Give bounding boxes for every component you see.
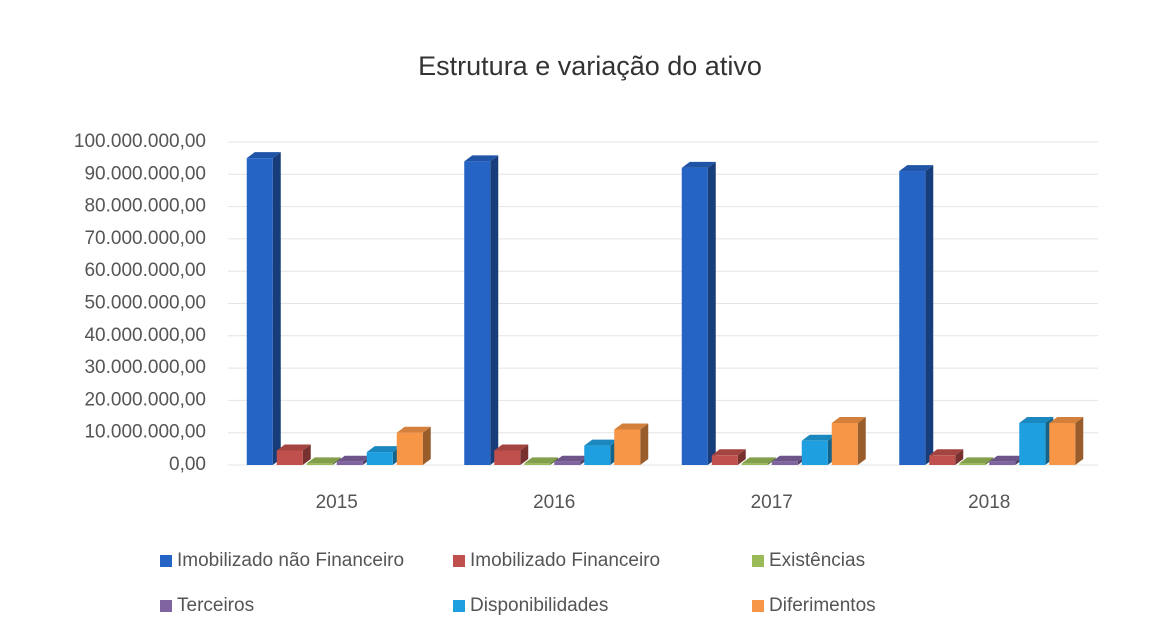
y-tick-label: 30.000.000,00	[84, 357, 206, 378]
bar-top	[396, 426, 431, 433]
bar	[524, 463, 551, 465]
bar	[1019, 423, 1046, 465]
bar-top	[771, 455, 806, 462]
y-tick-label: 90.000.000,00	[84, 163, 206, 184]
y-tick-label: 60.000.000,00	[84, 260, 206, 281]
bar-top	[246, 152, 281, 159]
bar	[899, 171, 926, 465]
bar-side	[550, 457, 559, 465]
bar	[989, 461, 1016, 465]
bar-side	[1075, 417, 1084, 465]
bar	[554, 461, 581, 465]
bar	[584, 445, 611, 465]
bar-top	[554, 455, 589, 462]
bar	[771, 461, 798, 465]
bar-top	[831, 417, 866, 424]
legend-label: Diferimentos	[769, 595, 876, 616]
bar-side	[640, 423, 649, 465]
chart-title: Estrutura e variação do ativo	[418, 51, 762, 81]
bar-top	[524, 457, 559, 464]
bar-top	[929, 449, 964, 456]
legend-label: Imobilizado não Financeiro	[177, 550, 404, 571]
bar	[494, 450, 521, 465]
bar-side	[737, 449, 746, 465]
bar	[741, 463, 768, 465]
legend-label: Existências	[769, 550, 865, 571]
legend-label: Imobilizado Financeiro	[470, 550, 660, 571]
bar	[831, 423, 858, 465]
bar	[614, 429, 641, 465]
bar	[929, 455, 956, 465]
bar-top	[1019, 417, 1054, 424]
bar-top	[801, 434, 836, 441]
bar	[276, 450, 303, 465]
legend-swatch	[453, 555, 465, 567]
bar-side	[955, 449, 964, 465]
bar-side	[332, 457, 341, 465]
x-tick-label: 2018	[968, 492, 1010, 513]
y-tick-label: 50.000.000,00	[84, 293, 206, 314]
bar-side	[422, 426, 431, 465]
bar	[959, 463, 986, 465]
bar	[801, 440, 828, 465]
bar-top	[464, 155, 499, 162]
bar-top	[899, 165, 934, 172]
bar	[336, 461, 363, 465]
legend-swatch	[752, 555, 764, 567]
bar-top	[741, 457, 776, 464]
y-tick-label: 0,00	[169, 454, 206, 475]
bar	[681, 167, 708, 465]
bar-top	[1049, 417, 1084, 424]
bar	[246, 158, 273, 465]
bar-side	[520, 444, 529, 465]
bar-side	[925, 165, 934, 465]
legend-swatch	[160, 555, 172, 567]
bar	[366, 452, 393, 465]
bar	[711, 455, 738, 465]
legend-label: Terceiros	[177, 595, 254, 616]
bar	[1049, 423, 1076, 465]
bar-side	[985, 457, 994, 465]
y-tick-label: 40.000.000,00	[84, 325, 206, 346]
bar-top	[989, 455, 1024, 462]
legend-swatch	[752, 600, 764, 612]
legend-swatch	[160, 600, 172, 612]
x-tick-label: 2017	[751, 492, 793, 513]
bar-side	[302, 444, 311, 465]
y-tick-label: 70.000.000,00	[84, 228, 206, 249]
bar-top	[366, 446, 401, 453]
bar-top	[276, 444, 311, 451]
bar-top	[959, 457, 994, 464]
bar-side	[490, 155, 499, 465]
bar-top	[711, 449, 746, 456]
y-tick-label: 20.000.000,00	[84, 389, 206, 410]
bar	[306, 463, 333, 465]
bar-top	[584, 439, 619, 446]
x-tick-label: 2015	[316, 492, 358, 513]
bar-top	[494, 444, 529, 451]
bar	[464, 161, 491, 465]
x-tick-label: 2016	[533, 492, 575, 513]
bar-top	[306, 457, 341, 464]
y-tick-label: 100.000.000,00	[74, 131, 206, 152]
bar-top	[614, 423, 649, 430]
bar-top	[336, 455, 371, 462]
y-tick-label: 10.000.000,00	[84, 422, 206, 443]
legend-swatch	[453, 600, 465, 612]
bar-side	[272, 152, 281, 465]
bar-side	[767, 457, 776, 465]
bar-side	[857, 417, 866, 465]
bar-side	[707, 161, 716, 465]
y-tick-label: 80.000.000,00	[84, 196, 206, 217]
bar	[396, 432, 423, 465]
legend-label: Disponibilidades	[470, 595, 608, 616]
bar-top	[681, 161, 716, 168]
